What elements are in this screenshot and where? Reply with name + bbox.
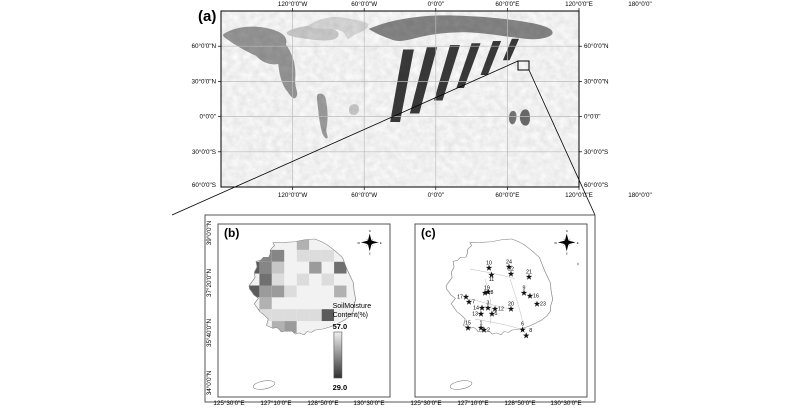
svg-text:60°0'0"E: 60°0'0"E bbox=[495, 0, 519, 8]
svg-text:SoilMoisture: SoilMoisture bbox=[333, 303, 372, 310]
svg-text:18: 18 bbox=[488, 290, 494, 296]
svg-text:12: 12 bbox=[498, 307, 504, 313]
svg-text:24: 24 bbox=[506, 260, 512, 266]
svg-text:23: 23 bbox=[540, 302, 546, 308]
svg-text:5: 5 bbox=[495, 311, 498, 317]
svg-text:1: 1 bbox=[480, 321, 483, 327]
svg-text:35°40'0"N: 35°40'0"N bbox=[205, 319, 213, 347]
svg-text:13: 13 bbox=[472, 312, 478, 318]
svg-text:0°0'0": 0°0'0" bbox=[584, 113, 600, 121]
svg-text:17: 17 bbox=[457, 295, 463, 301]
svg-text:128°50'0"E: 128°50'0"E bbox=[307, 399, 338, 407]
svg-text:60°0'0"W: 60°0'0"W bbox=[351, 191, 377, 199]
svg-text:180°0'0": 180°0'0" bbox=[628, 191, 651, 199]
svg-text:120°0'0"W: 120°0'0"W bbox=[278, 191, 307, 199]
svg-text:60°0'0"N: 60°0'0"N bbox=[584, 42, 609, 50]
svg-text:9: 9 bbox=[523, 286, 526, 292]
svg-text:127°10'0"E: 127°10'0"E bbox=[260, 399, 291, 407]
svg-text:60°0'0"S: 60°0'0"S bbox=[584, 181, 608, 189]
svg-text:29.0: 29.0 bbox=[333, 383, 348, 392]
svg-text:0°0'0": 0°0'0" bbox=[428, 191, 444, 199]
svg-text:(a): (a) bbox=[198, 8, 216, 25]
svg-text:16: 16 bbox=[533, 294, 539, 300]
svg-text:22: 22 bbox=[508, 267, 514, 273]
svg-text:120°0'0"E: 120°0'0"E bbox=[565, 191, 593, 199]
svg-text:0°0'0": 0°0'0" bbox=[200, 113, 216, 121]
svg-text:128°50'0"E: 128°50'0"E bbox=[504, 399, 535, 407]
svg-text:Content(%): Content(%) bbox=[333, 312, 368, 319]
svg-text:2: 2 bbox=[487, 328, 490, 334]
svg-text:57.0: 57.0 bbox=[333, 322, 348, 331]
svg-text:(c): (c) bbox=[421, 226, 436, 240]
svg-text:30°0'0"S: 30°0'0"S bbox=[192, 148, 216, 156]
svg-text:34°0'0"N: 34°0'0"N bbox=[205, 370, 213, 395]
svg-text:30°0'0"N: 30°0'0"N bbox=[584, 77, 609, 85]
svg-text:130°30'0"E: 130°30'0"E bbox=[550, 399, 581, 407]
svg-text:125°30'0"E: 125°30'0"E bbox=[213, 399, 244, 407]
svg-text:39°0'0"N: 39°0'0"N bbox=[205, 220, 213, 245]
svg-text:60°0'0"E: 60°0'0"E bbox=[495, 191, 519, 199]
svg-text:130°30'0"E: 130°30'0"E bbox=[353, 399, 384, 407]
svg-text:8: 8 bbox=[529, 328, 532, 334]
svg-text:180°0'0": 180°0'0" bbox=[628, 0, 651, 8]
svg-text:11: 11 bbox=[489, 277, 495, 283]
svg-text:3: 3 bbox=[487, 301, 490, 307]
svg-text:60°0'0"W: 60°0'0"W bbox=[351, 0, 377, 8]
svg-text:21: 21 bbox=[526, 270, 532, 276]
svg-text:(b): (b) bbox=[224, 226, 239, 240]
svg-text:6: 6 bbox=[521, 322, 524, 328]
svg-text:10: 10 bbox=[486, 261, 492, 267]
svg-text:30°0'0"N: 30°0'0"N bbox=[191, 77, 216, 85]
svg-text:37°20'0"N: 37°20'0"N bbox=[205, 269, 213, 297]
svg-text:60°0'0"S: 60°0'0"S bbox=[192, 181, 216, 189]
svg-text:60°0'0"N: 60°0'0"N bbox=[191, 42, 216, 50]
svg-text:15: 15 bbox=[465, 321, 471, 327]
svg-text:20: 20 bbox=[508, 302, 514, 308]
svg-text:30°0'0"S: 30°0'0"S bbox=[584, 148, 608, 156]
svg-text:0°0'0": 0°0'0" bbox=[428, 0, 444, 8]
svg-text:127°10'0"E: 127°10'0"E bbox=[457, 399, 488, 407]
svg-text:120°0'0"W: 120°0'0"W bbox=[278, 0, 307, 8]
svg-text:125°30'0"E: 125°30'0"E bbox=[410, 399, 441, 407]
svg-text:120°0'0"E: 120°0'0"E bbox=[565, 0, 593, 8]
